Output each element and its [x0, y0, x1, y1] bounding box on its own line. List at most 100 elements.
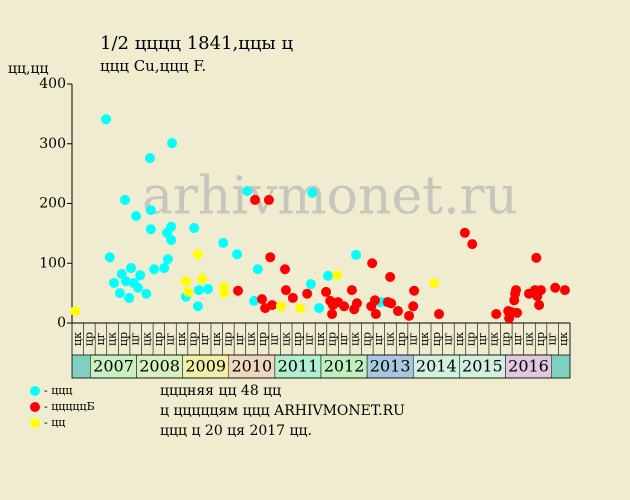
quarter-label: цр: [221, 332, 234, 346]
point: [393, 306, 404, 317]
band-end: [551, 355, 570, 378]
point: [193, 285, 204, 296]
point: [120, 276, 131, 287]
quarter-label: цг: [441, 332, 454, 345]
point: [386, 298, 397, 309]
point: [265, 252, 276, 263]
point: [166, 234, 177, 245]
y-tick-label: 300: [39, 136, 66, 152]
point: [114, 288, 125, 299]
quarter-label: цр: [465, 332, 478, 346]
watermark: arhivmonet.ru: [142, 167, 518, 227]
point: [559, 285, 570, 296]
point: [280, 264, 291, 275]
year-label: 2011: [278, 357, 319, 376]
quarter-label: цр: [152, 332, 165, 346]
y-axis-label: цц,цц: [8, 61, 48, 77]
note: ц цццццям ццц ARHIVMONET.RU: [160, 403, 405, 419]
quarter-label: цк: [210, 332, 223, 346]
point: [550, 282, 561, 293]
quarter-label: цк: [557, 332, 570, 346]
quarter-label: цк: [71, 332, 84, 346]
legend-marker: [30, 418, 40, 428]
quarter-label: цг: [94, 332, 107, 345]
quarter-label: цг: [163, 332, 176, 345]
point: [332, 270, 343, 281]
quarter-label: цк: [245, 332, 258, 346]
point: [351, 249, 362, 260]
quarter-label: цг: [302, 332, 315, 345]
note: ццц ц 20 ця 2017 цц.: [160, 423, 312, 439]
quarter-label: цг: [372, 332, 385, 345]
quarter-label: цк: [488, 332, 501, 346]
quarter-label: цр: [534, 332, 547, 346]
quarter-label: цг: [407, 332, 420, 345]
quarter-label: цг: [511, 332, 524, 345]
point: [249, 295, 260, 306]
point: [242, 185, 253, 196]
quarter-label: цк: [453, 332, 466, 346]
point: [108, 277, 119, 288]
quarter-label: цг: [129, 332, 142, 345]
quarter-label: цр: [187, 332, 200, 346]
year-label: 2014: [416, 357, 457, 376]
point: [346, 285, 357, 296]
year-label: 2013: [370, 357, 411, 376]
point: [305, 279, 316, 290]
quarter-label: цк: [175, 332, 188, 346]
point: [135, 270, 146, 281]
chart-title: 1/2 цццц 1841,ццы ц: [100, 33, 293, 54]
quarter-label: цр: [291, 332, 304, 346]
quarter-label: цр: [430, 332, 443, 346]
point: [385, 271, 396, 282]
quarter-label: цр: [326, 332, 339, 346]
quarter-label: цг: [546, 332, 559, 345]
quarter-label: цк: [418, 332, 431, 346]
point: [101, 114, 112, 125]
point: [233, 285, 243, 296]
point: [327, 309, 338, 320]
point: [167, 138, 178, 149]
point: [218, 237, 229, 248]
point: [104, 252, 115, 263]
point: [322, 270, 333, 281]
year-label: 2007: [93, 357, 134, 376]
point: [189, 222, 200, 233]
point: [252, 264, 263, 275]
point: [145, 205, 156, 216]
point: [124, 292, 135, 303]
point: [408, 301, 419, 312]
point: [131, 211, 142, 222]
point: [339, 301, 350, 312]
quarter-label: цг: [476, 332, 489, 345]
point: [295, 303, 306, 314]
point: [180, 276, 191, 287]
point: [404, 310, 415, 321]
point: [511, 285, 522, 296]
point: [434, 309, 445, 320]
point: [280, 285, 291, 296]
year-label: 2008: [139, 357, 180, 376]
legend-marker: [30, 402, 40, 412]
point: [467, 239, 478, 250]
point: [197, 273, 208, 284]
point: [162, 254, 173, 265]
point: [370, 309, 381, 320]
y-tick-label: 200: [39, 196, 66, 212]
point: [267, 300, 278, 311]
point: [321, 286, 332, 297]
point: [263, 194, 274, 205]
quarter-label: цк: [522, 332, 535, 346]
point: [351, 298, 362, 309]
point: [409, 285, 420, 296]
quarter-label: цг: [337, 332, 350, 345]
point: [531, 252, 542, 263]
year-label: 2012: [324, 357, 365, 376]
point: [183, 286, 194, 297]
point: [203, 283, 214, 294]
year-label: 2009: [185, 357, 226, 376]
quarter-label: цк: [349, 332, 362, 346]
quarter-label: цр: [256, 332, 269, 346]
quarter-label: цр: [117, 332, 130, 346]
quarter-label: цг: [198, 332, 211, 345]
